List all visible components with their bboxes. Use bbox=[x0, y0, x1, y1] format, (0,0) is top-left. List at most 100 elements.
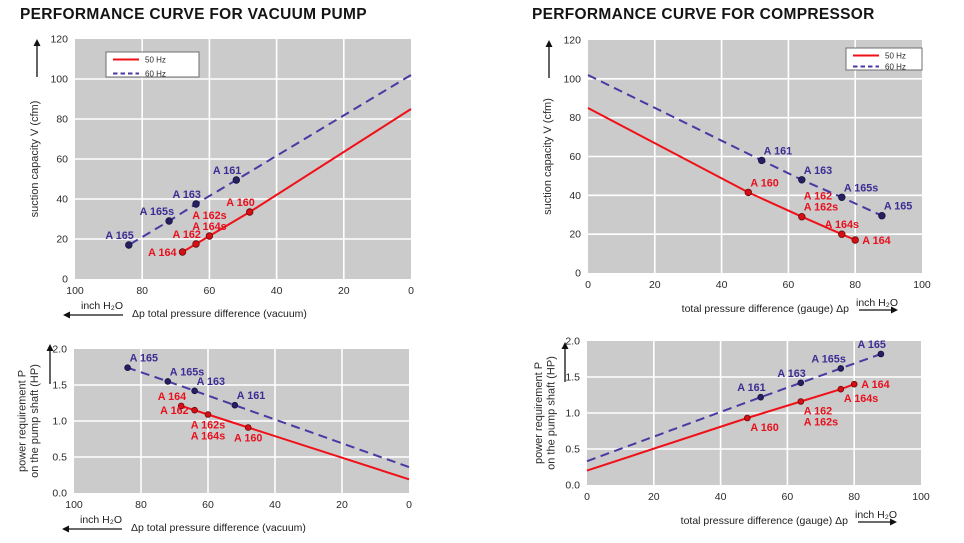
y-axis-ticks: 0.0 0.5 1.0 1.5 2.0 bbox=[565, 336, 580, 492]
y-tick-60: 60 bbox=[56, 154, 68, 166]
y-tick-80: 80 bbox=[569, 112, 581, 124]
x-tick-100: 100 bbox=[912, 491, 930, 503]
data-point-a-160 bbox=[743, 414, 751, 422]
x-tick-20: 20 bbox=[648, 491, 660, 503]
y-tick-1.0: 1.0 bbox=[565, 408, 580, 420]
data-point-a-161 bbox=[231, 401, 239, 409]
data-point-a-161 bbox=[232, 176, 240, 184]
data-point-a-161 bbox=[758, 156, 766, 165]
x-tick-100: 100 bbox=[65, 499, 83, 511]
y-tick-0: 0 bbox=[62, 274, 68, 286]
y-axis-ticks: 0 20 40 60 80 100 120 bbox=[50, 34, 68, 286]
y-axis-direction-arrow bbox=[33, 39, 41, 77]
x-axis-ticks: 0 20 40 60 80 100 bbox=[66, 285, 414, 297]
y-tick-100: 100 bbox=[50, 74, 68, 86]
y-tick-40: 40 bbox=[56, 194, 68, 206]
point-label-a-162: A 162 bbox=[804, 405, 832, 417]
data-point-a-162s-a-164s bbox=[204, 411, 212, 418]
x-axis-ticks: 0 20 40 60 80 100 bbox=[585, 279, 931, 291]
x-tick-100: 100 bbox=[913, 279, 931, 291]
data-point-a-164 bbox=[178, 248, 187, 256]
point-label-a-161: A 161 bbox=[764, 145, 792, 157]
y-tick-0.5: 0.5 bbox=[565, 444, 580, 456]
x-tick-60: 60 bbox=[782, 491, 794, 503]
y-tick-1.5: 1.5 bbox=[565, 372, 580, 384]
data-point-a-163 bbox=[798, 176, 806, 184]
x-axis-direction-arrow bbox=[859, 306, 898, 314]
page-title-compressor: PERFORMANCE CURVE FOR COMPRESSOR bbox=[532, 6, 875, 23]
y-tick-120: 120 bbox=[50, 34, 68, 46]
data-point-a-160 bbox=[245, 208, 254, 216]
point-label-a-162s: A 162s bbox=[192, 210, 226, 222]
x-axis-direction-arrow bbox=[62, 525, 122, 533]
series-line bbox=[127, 366, 410, 469]
chart-compressor-suction-capacity: A 160 A 162 A 162s A 164s A 164 A 161 A 163 A 1… bbox=[482, 29, 964, 322]
y-axis-label: power requirement P bbox=[533, 362, 545, 464]
y-axis-direction-arrow bbox=[561, 342, 569, 382]
x-axis-unit: inch H₂O bbox=[856, 297, 898, 309]
data-point-a-162 bbox=[192, 240, 200, 248]
y-axis-label: suction capacity V (cfm) bbox=[542, 98, 554, 215]
chart-vacuum-suction-capacity: A 160 A 162s A 164s A 162 A 164 A 161 A 163 A 1… bbox=[0, 29, 482, 322]
x-tick-0: 0 bbox=[406, 499, 412, 511]
gridlines bbox=[74, 349, 409, 493]
data-point-a-162 bbox=[191, 406, 198, 414]
x-tick-0: 0 bbox=[408, 285, 414, 297]
legend-label-hz60: 60 Hz bbox=[145, 69, 166, 78]
x-axis-title: total pressure difference (gauge) Δp bbox=[682, 303, 849, 315]
data-point-a-160 bbox=[744, 188, 752, 197]
data-point-a-165s bbox=[164, 378, 172, 385]
data-point-a-164s bbox=[837, 385, 845, 393]
data-point-a-165s bbox=[838, 193, 846, 201]
y-tick-120: 120 bbox=[563, 35, 581, 47]
point-label-a-164s: A 164s bbox=[844, 393, 878, 405]
x-tick-40: 40 bbox=[715, 491, 727, 503]
page-title-vacuum-pump: PERFORMANCE CURVE FOR VACUUM PUMP bbox=[20, 6, 367, 23]
data-point-a-164 bbox=[177, 402, 185, 410]
y-axis-ticks: 0 20 40 60 80 100 120 bbox=[563, 35, 581, 280]
y-tick-80: 80 bbox=[56, 114, 68, 126]
y-tick-60: 60 bbox=[569, 151, 581, 163]
point-label-a-164: A 164 bbox=[158, 391, 186, 403]
data-point-a-164 bbox=[851, 236, 859, 244]
point-label-a-161: A 161 bbox=[237, 390, 265, 402]
y-axis-ticks: 0.0 0.5 1.0 1.5 2.0 bbox=[52, 344, 67, 500]
point-label-a-162: A 162 bbox=[160, 405, 188, 417]
series-line bbox=[586, 353, 882, 463]
x-tick-40: 40 bbox=[269, 499, 281, 511]
data-point-a-164 bbox=[850, 380, 858, 388]
x-tick-80: 80 bbox=[136, 285, 148, 297]
chart-compressor-power-requirement: A 160 A 162 A 162s A 164s A 164 A 161 A 163 A 1… bbox=[482, 322, 964, 543]
data-point-a-163 bbox=[191, 387, 198, 395]
point-label-a-163: A 163 bbox=[173, 189, 201, 201]
data-point-a-165s bbox=[165, 217, 173, 225]
x-tick-80: 80 bbox=[849, 279, 861, 291]
data-point-a-162-a-162s bbox=[797, 398, 805, 405]
legend-label-hz50: 50 Hz bbox=[145, 55, 166, 64]
x-tick-0: 0 bbox=[585, 279, 591, 291]
y-tick-0.0: 0.0 bbox=[52, 488, 67, 500]
x-axis-caption: total pressure difference (gauge) Δp inch… bbox=[682, 297, 898, 315]
point-label-a-165s: A 165s bbox=[844, 182, 878, 194]
x-axis-direction-arrow bbox=[858, 518, 897, 526]
data-point-a-163 bbox=[797, 379, 805, 387]
data-point-a-165 bbox=[124, 364, 131, 371]
y-tick-0.5: 0.5 bbox=[52, 452, 67, 464]
y-tick-0.0: 0.0 bbox=[565, 480, 580, 492]
point-label-a-163: A 163 bbox=[804, 165, 832, 177]
x-tick-40: 40 bbox=[271, 285, 283, 297]
x-axis-title: total pressure difference (gauge) Δp bbox=[681, 515, 848, 527]
legend: 50 Hz 60 Hz bbox=[845, 47, 923, 71]
y-axis-label: on the pump shaft (HP) bbox=[29, 364, 41, 478]
y-axis-label: on the pump shaft (HP) bbox=[545, 356, 557, 470]
gridlines bbox=[587, 341, 921, 485]
point-label-a-160: A 160 bbox=[226, 197, 254, 209]
point-label-a-165s: A 165s bbox=[811, 353, 845, 365]
